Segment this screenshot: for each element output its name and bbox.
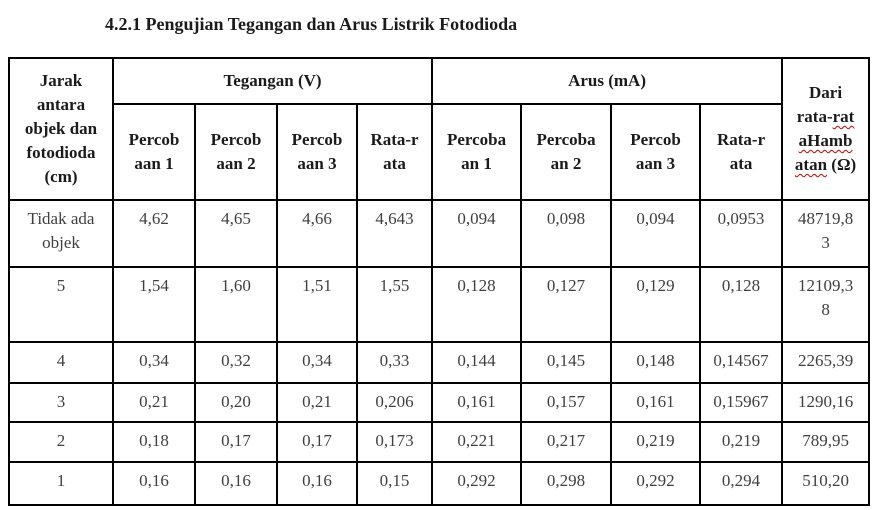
cell-voltage-1: 4,62 xyxy=(112,199,196,268)
cell-voltage-3: 4,66 xyxy=(276,199,358,268)
cell-voltage-average: 0,15 xyxy=(355,461,434,506)
col-header-current-trial-2: Percoba an 2 xyxy=(520,103,613,201)
cell-current-3: 0,219 xyxy=(610,421,702,463)
resistance-header-line1: Dari xyxy=(809,83,843,102)
cell-voltage-1: 1,54 xyxy=(112,266,196,343)
cell-voltage-2: 4,65 xyxy=(194,199,278,268)
col-header-voltage-trial-1: Percob aan 1 xyxy=(112,103,196,201)
cell-current-1: 0,221 xyxy=(431,421,523,463)
cell-current-2: 0,145 xyxy=(520,341,613,384)
cell-current-average: 0,14567 xyxy=(699,341,784,384)
col-header-current-average: Rata-r ata xyxy=(699,103,784,201)
cell-current-1: 0,144 xyxy=(431,341,523,384)
cell-voltage-3: 0,17 xyxy=(276,421,358,463)
photodiode-measurement-table: Jarak antara objek dan fotodioda (cm) Te… xyxy=(8,57,871,506)
cell-voltage-3: 1,51 xyxy=(276,266,358,343)
cell-voltage-average: 0,206 xyxy=(355,382,434,423)
cell-current-3: 0,129 xyxy=(610,266,702,343)
cell-distance: 3 xyxy=(8,382,114,423)
cell-current-1: 0,292 xyxy=(431,461,523,506)
group-header-voltage: Tegangan (V) xyxy=(111,57,434,105)
cell-voltage-average: 4,643 xyxy=(355,199,434,268)
col-header-voltage-trial-2: Percob aan 2 xyxy=(194,103,278,201)
cell-current-1: 0,128 xyxy=(431,266,523,343)
table-row: 1 0,16 0,16 0,16 0,15 0,292 0,298 0,292 … xyxy=(8,461,871,506)
cell-voltage-1: 0,34 xyxy=(112,341,196,384)
table-row: 5 1,54 1,60 1,51 1,55 0,128 0,127 0,129 … xyxy=(8,266,871,343)
cell-resistance: 510,20 xyxy=(781,461,871,506)
col-header-current-trial-3: Percob aan 3 xyxy=(610,103,702,201)
cell-resistance: 1290,16 xyxy=(781,382,871,423)
cell-current-1: 0,161 xyxy=(431,382,523,423)
col-header-distance: Jarak antara objek dan fotodioda (cm) xyxy=(8,57,114,201)
cell-voltage-3: 0,34 xyxy=(276,341,358,384)
section-title: 4.2.1 Pengujian Tegangan dan Arus Listri… xyxy=(105,14,518,34)
cell-current-3: 0,148 xyxy=(610,341,702,384)
cell-voltage-3: 0,21 xyxy=(276,382,358,423)
cell-voltage-2: 0,20 xyxy=(194,382,278,423)
cell-distance: 1 xyxy=(8,461,114,506)
cell-voltage-average: 0,173 xyxy=(355,421,434,463)
col-header-voltage-average: Rata-r ata xyxy=(355,103,434,201)
cell-voltage-1: 0,18 xyxy=(112,421,196,463)
table-row: 3 0,21 0,20 0,21 0,206 0,161 0,157 0,161… xyxy=(8,382,871,423)
table-row: 4 0,34 0,32 0,34 0,33 0,144 0,145 0,148 … xyxy=(8,341,871,384)
header-row-groups: Jarak antara objek dan fotodioda (cm) Te… xyxy=(8,57,871,201)
cell-current-2: 0,098 xyxy=(520,199,613,268)
cell-resistance: 2265,39 xyxy=(781,341,871,384)
cell-current-2: 0,127 xyxy=(520,266,613,343)
col-header-voltage-trial-3: Percob aan 3 xyxy=(276,103,358,201)
col-header-resistance: Dari rata-rat aHamb atan (Ω) xyxy=(781,57,871,201)
cell-voltage-2: 0,17 xyxy=(194,421,278,463)
cell-current-average: 0,128 xyxy=(699,266,784,343)
cell-current-2: 0,298 xyxy=(520,461,613,506)
cell-voltage-1: 0,16 xyxy=(112,461,196,506)
cell-voltage-2: 0,32 xyxy=(194,341,278,384)
cell-current-average: 0,294 xyxy=(699,461,784,506)
resistance-header-line2-plain: rata- xyxy=(796,107,833,126)
cell-voltage-average: 1,55 xyxy=(355,266,434,343)
cell-current-average: 0,15967 xyxy=(699,382,784,423)
cell-resistance: 12109,3 8 xyxy=(781,266,871,343)
cell-distance: 5 xyxy=(8,266,114,343)
cell-distance: Tidak ada objek xyxy=(8,199,114,268)
cell-voltage-2: 0,16 xyxy=(194,461,278,506)
cell-current-1: 0,094 xyxy=(431,199,523,268)
group-header-current: Arus (mA) xyxy=(431,57,784,105)
cell-voltage-average: 0,33 xyxy=(355,341,434,384)
cell-current-average: 0,0953 xyxy=(699,199,784,268)
spellcheck-underline-segment: rat xyxy=(832,107,855,126)
cell-current-3: 0,292 xyxy=(610,461,702,506)
cell-resistance: 48719,8 3 xyxy=(781,199,871,268)
resistance-header-unit: (Ω) xyxy=(827,155,857,174)
cell-current-3: 0,094 xyxy=(610,199,702,268)
cell-voltage-1: 0,21 xyxy=(112,382,196,423)
table-row: Tidak ada objek 4,62 4,65 4,66 4,643 0,0… xyxy=(8,199,871,268)
spellcheck-underline-segment: aHamb xyxy=(798,131,853,150)
cell-resistance: 789,95 xyxy=(781,421,871,463)
cell-distance: 2 xyxy=(8,421,114,463)
col-header-current-trial-1: Percoba an 1 xyxy=(431,103,523,201)
header-row-trials: Percob aan 1 Percob aan 2 Percob aan 3 R… xyxy=(9,103,869,201)
cell-distance: 4 xyxy=(8,341,114,384)
cell-voltage-2: 1,60 xyxy=(194,266,278,343)
table-row: 2 0,18 0,17 0,17 0,173 0,221 0,217 0,219… xyxy=(8,421,871,463)
cell-current-average: 0,219 xyxy=(699,421,784,463)
cell-current-2: 0,157 xyxy=(520,382,613,423)
cell-voltage-3: 0,16 xyxy=(276,461,358,506)
cell-current-2: 0,217 xyxy=(520,421,613,463)
spellcheck-underline-segment: atan xyxy=(794,155,828,174)
cell-current-3: 0,161 xyxy=(610,382,702,423)
